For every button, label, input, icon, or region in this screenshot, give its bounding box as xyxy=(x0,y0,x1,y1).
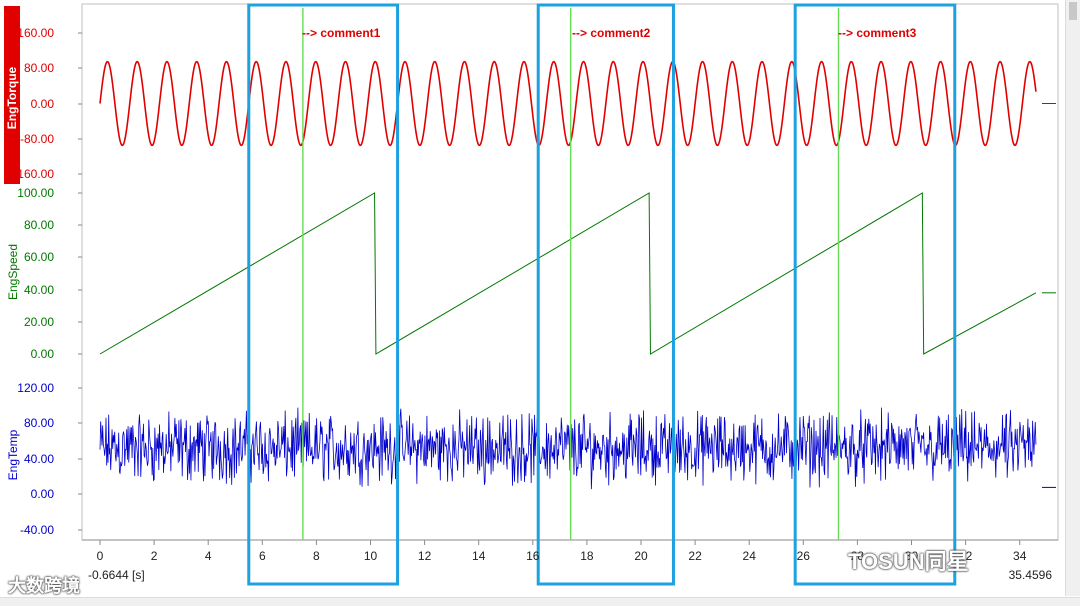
series-line-engtemp xyxy=(99,407,1037,490)
x-tick-label: 28 xyxy=(851,549,865,563)
y-tick-label: 60.00 xyxy=(24,250,54,264)
x-tick-label: 6 xyxy=(259,549,266,563)
highlight-window xyxy=(793,3,957,586)
channel-name: EngTemp xyxy=(6,429,20,480)
channel-name: EngSpeed xyxy=(6,244,20,300)
y-tick-label: 100.00 xyxy=(17,186,54,200)
watermark-right: TOSUN同星 xyxy=(848,549,969,574)
x-tick-label: 26 xyxy=(797,549,811,563)
channel-name: EngTorque xyxy=(5,66,19,129)
y-tick-label: 80.00 xyxy=(24,416,54,430)
y-tick-label: 80.00 xyxy=(24,61,54,75)
x-axis-start-label: -0.6644 [s] xyxy=(88,568,145,582)
x-tick-label: 20 xyxy=(634,549,648,563)
comment-label: --> comment1 xyxy=(302,26,381,40)
y-tick-label: 0.00 xyxy=(31,347,55,361)
y-tick-label: -80.00 xyxy=(20,132,54,146)
x-tick-label: 0 xyxy=(97,549,104,563)
x-tick-label: 22 xyxy=(688,549,702,563)
series-line-engtorque xyxy=(99,60,1037,147)
y-tick-label: 0.00 xyxy=(31,97,55,111)
channel-name-background xyxy=(4,6,20,184)
x-tick-label: 24 xyxy=(743,549,757,563)
y-tick-label: -160.00 xyxy=(13,167,54,181)
watermark-left: 大数跨境 xyxy=(8,576,80,596)
y-tick-label: 120.00 xyxy=(17,381,54,395)
y-tick-label: 160.00 xyxy=(17,26,54,40)
x-tick-label: 32 xyxy=(959,549,973,563)
x-tick-label: 30 xyxy=(905,549,919,563)
x-tick-label: 8 xyxy=(313,549,320,563)
x-axis-end-label: 35.4596 xyxy=(1009,568,1053,582)
y-tick-label: 0.00 xyxy=(31,487,55,501)
y-tick-label: -40.00 xyxy=(20,523,54,537)
x-tick-label: 14 xyxy=(472,549,486,563)
y-tick-label: 20.00 xyxy=(24,315,54,329)
y-tick-label: 40.00 xyxy=(24,452,54,466)
y-tick-label: 80.00 xyxy=(24,218,54,232)
x-tick-label: 10 xyxy=(364,549,378,563)
vertical-scrollbar[interactable] xyxy=(1065,0,1080,596)
x-tick-label: 34 xyxy=(1013,549,1027,563)
comment-label: --> comment3 xyxy=(838,26,917,40)
horizontal-scrollbar[interactable] xyxy=(0,597,1080,606)
y-tick-label: 40.00 xyxy=(24,283,54,297)
x-tick-label: 16 xyxy=(526,549,540,563)
x-tick-label: 12 xyxy=(418,549,432,563)
x-tick-label: 2 xyxy=(151,549,158,563)
x-tick-label: 4 xyxy=(205,549,212,563)
comment-label: --> comment2 xyxy=(572,26,651,40)
scrollbar-thumb[interactable] xyxy=(1069,2,1077,20)
highlight-window xyxy=(247,3,400,586)
highlight-window xyxy=(536,3,675,586)
x-tick-label: 18 xyxy=(580,549,594,563)
series-line-engspeed xyxy=(99,192,1037,355)
